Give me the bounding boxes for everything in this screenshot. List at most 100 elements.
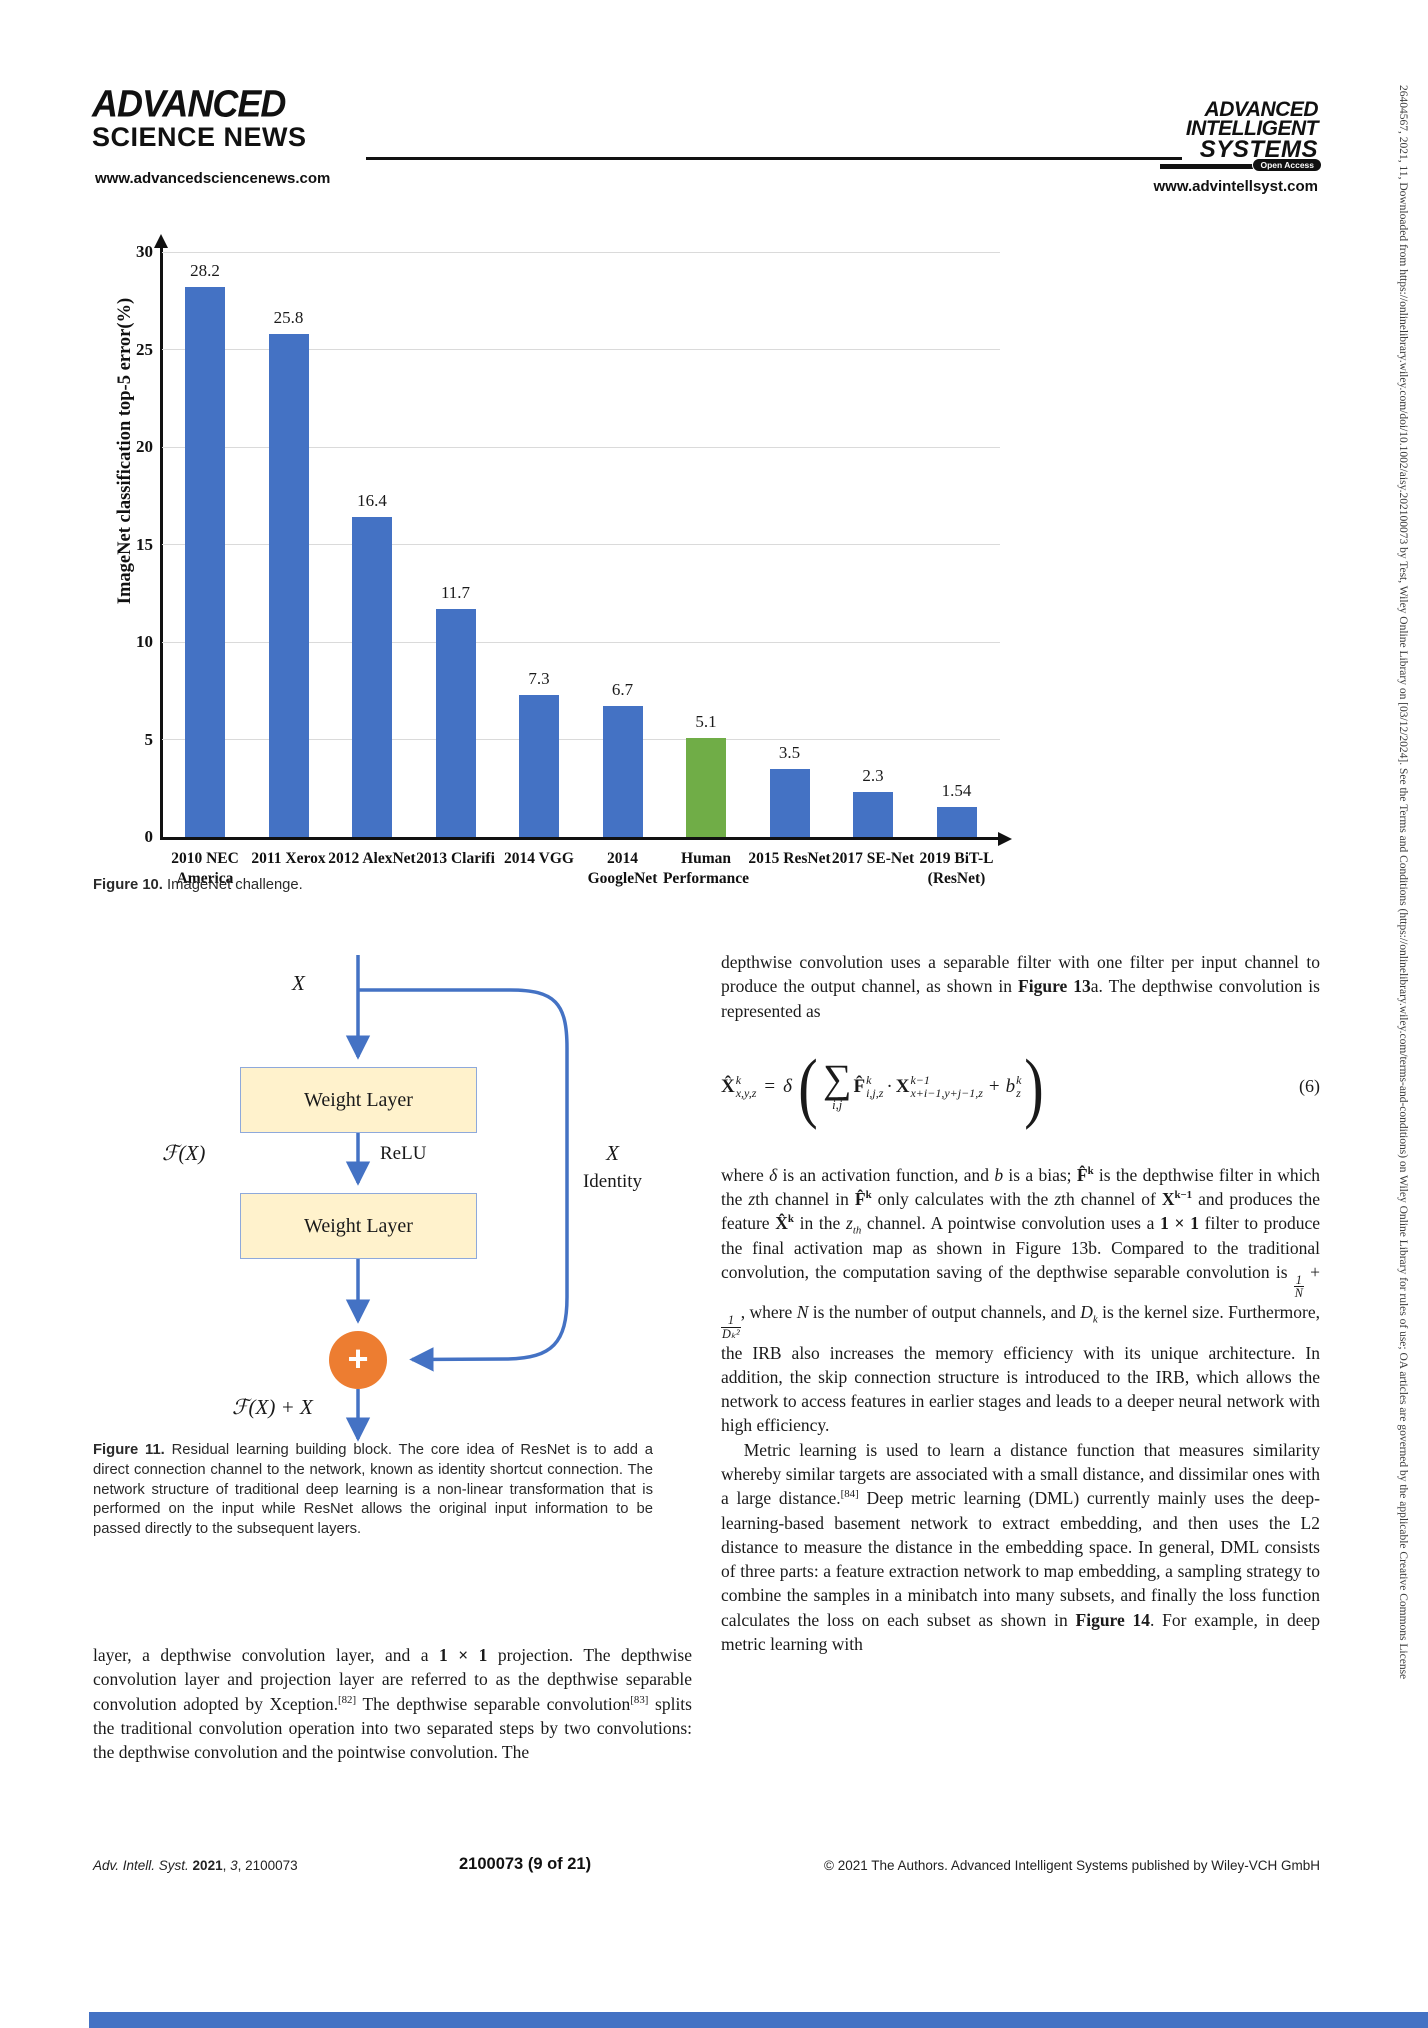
eq-f-sub: i,j,z — [866, 1085, 884, 1100]
bar-value-label: 6.7 — [611, 680, 634, 700]
imagenet-chart: ImageNet classification top-5 error(%) 0… — [95, 233, 1040, 893]
download-license-sidebar-text: 26404567, 2021, 11, Downloaded from http… — [1397, 85, 1409, 1680]
logo-line-advanced: ADVANCED — [92, 81, 286, 125]
eq-sum-sub: i,j — [832, 1097, 843, 1112]
eq-plus: + — [988, 1075, 1000, 1097]
figure10-text: ImageNet challenge. — [167, 877, 303, 893]
chart-bar — [185, 287, 225, 837]
y-tick-label: 30 — [136, 242, 153, 261]
figure10-label: Figure 10. — [93, 877, 163, 893]
logo-line-advanced: ADVANCED — [1204, 98, 1319, 121]
y-tick-label: 25 — [136, 339, 153, 359]
gridline — [162, 446, 1000, 448]
bar-value-label: 28.2 — [190, 261, 220, 281]
chart-x-axis-line — [160, 837, 1002, 840]
eq-x-sub: x+i−1,y+j−1,z — [910, 1085, 983, 1100]
eq-x-base: X — [895, 1075, 910, 1097]
bar-value-label: 25.8 — [273, 307, 304, 327]
x-category-label: 2011 Xerox — [251, 850, 326, 867]
logo-line-systems: SYSTEMS — [1199, 135, 1318, 163]
eq-dot: · — [886, 1075, 893, 1097]
figure11-caption: Figure 11. Residual learning building bl… — [93, 1441, 653, 1540]
chart-y-axis-line — [160, 247, 163, 839]
footer-page-number: 2100073 (9 of 21) — [459, 1855, 592, 1873]
x-category-label: 2012 AlexNet — [328, 850, 416, 867]
diagram-connectors — [329, 955, 569, 1442]
logo-line-intelligent: INTELLIGENT — [1185, 117, 1319, 141]
gridline — [162, 544, 1000, 545]
eq-b-base: b — [1005, 1075, 1016, 1097]
logo-line-science-news: SCIENCE NEWS — [92, 122, 307, 152]
x-category-label: 2010 NEC America — [171, 850, 239, 887]
relu-label: ReLU — [380, 1143, 427, 1164]
weight-layer-box-2: Weight Layer — [240, 1193, 477, 1259]
gridline — [162, 739, 1000, 740]
left-column-paragraph: layer, a depthwise convolution layer, an… — [93, 1645, 692, 1763]
input-x-label: X — [292, 971, 305, 995]
residual-block-diagram: Weight Layer Weight Layer X ℱ(X) ReLU X … — [140, 945, 680, 1450]
chart-bar — [769, 768, 810, 837]
eq-open-paren: ( — [798, 1042, 818, 1130]
header-rule — [366, 157, 1182, 160]
left-header-url[interactable]: www.advancedsciencenews.com — [95, 170, 331, 187]
weight-layer-box-1: Weight Layer — [240, 1067, 477, 1133]
advanced-science-news-logo: ADVANCED SCIENCE NEWS — [92, 81, 307, 152]
right-paragraph-2: where δ is an activation function, and b… — [721, 1164, 1320, 1436]
footer-citation: Adv. Intell. Syst. 2021, 3, 2100073 — [93, 1858, 298, 1873]
bar-value-label: 7.3 — [528, 668, 550, 688]
sum-node — [329, 1331, 387, 1389]
chart-bar — [352, 517, 392, 837]
eq-delta: δ — [783, 1075, 792, 1097]
eq-x-sup: k−1 — [910, 1072, 930, 1087]
logo-underline-bar: Open Access — [1160, 157, 1322, 172]
eq-sum: ∑ i,j — [822, 1055, 852, 1113]
eq-lhs-base: X̂ — [721, 1075, 735, 1097]
eq-lhs-sub: x,y,z — [735, 1085, 757, 1100]
right-header-url[interactable]: www.advintellsyst.com — [1153, 178, 1319, 195]
output-fx-plus-x-label: ℱ(X) + X — [232, 1395, 313, 1419]
bar-value-label: 1.54 — [941, 780, 972, 800]
gridline — [162, 349, 1000, 350]
y-tick-label: 10 — [136, 632, 153, 651]
chart-bar — [519, 694, 559, 837]
x-category-label: 2014 GoogleNet — [587, 850, 658, 887]
open-access-badge: Open Access — [1252, 157, 1322, 172]
eq-f-base: F̂ — [853, 1075, 866, 1097]
skip-connection-arrow — [358, 988, 569, 1372]
right-paragraph-1: depthwise convolution uses a separable f… — [721, 952, 1320, 1021]
identity-x-label: X — [606, 1141, 619, 1165]
x-category-label: 2014 VGG — [504, 850, 574, 867]
y-tick-label: 15 — [136, 534, 153, 554]
chart-bar — [936, 806, 977, 837]
x-category-label: 2013 Clarifi — [416, 850, 495, 867]
chart-bar — [686, 737, 726, 837]
y-tick-label: 0 — [144, 827, 154, 846]
y-axis-arrow-icon — [154, 234, 168, 248]
bar-value-label: 11.7 — [440, 582, 471, 602]
figure10-caption: Figure 10. ImageNet challenge. — [93, 876, 513, 896]
bar-value-label: 3.5 — [778, 742, 801, 762]
x-category-label: 2015 ResNet — [748, 850, 831, 867]
y-tick-label: 20 — [136, 437, 153, 456]
right-column: depthwise convolution uses a separable f… — [721, 950, 1320, 1656]
x-axis-arrow-icon — [998, 831, 1012, 846]
footer-copyright: © 2021 The Authors. Advanced Intelligent… — [824, 1858, 1320, 1873]
y-tick-label: 5 — [144, 729, 154, 749]
sum-icon: ∑ — [822, 1055, 852, 1101]
eq-b-sup: k — [1016, 1072, 1022, 1087]
fx-label: ℱ(X) — [162, 1141, 206, 1165]
gridline — [162, 251, 1000, 253]
eq-close-paren: ) — [1024, 1042, 1045, 1130]
identity-label: Identity — [582, 1171, 643, 1192]
chart-bar — [602, 706, 643, 837]
figure11-text: Residual learning building block. The co… — [93, 1442, 653, 1538]
figure11-label: Figure 11. — [93, 1442, 165, 1458]
plus-icon: + — [347, 1338, 369, 1379]
eq-lhs-sup: k — [735, 1072, 742, 1087]
chart-bar — [268, 333, 309, 837]
x-category-label: 2019 BiT-L (ResNet) — [919, 850, 994, 887]
chart-bar — [853, 792, 893, 837]
chart-bar — [435, 608, 476, 837]
